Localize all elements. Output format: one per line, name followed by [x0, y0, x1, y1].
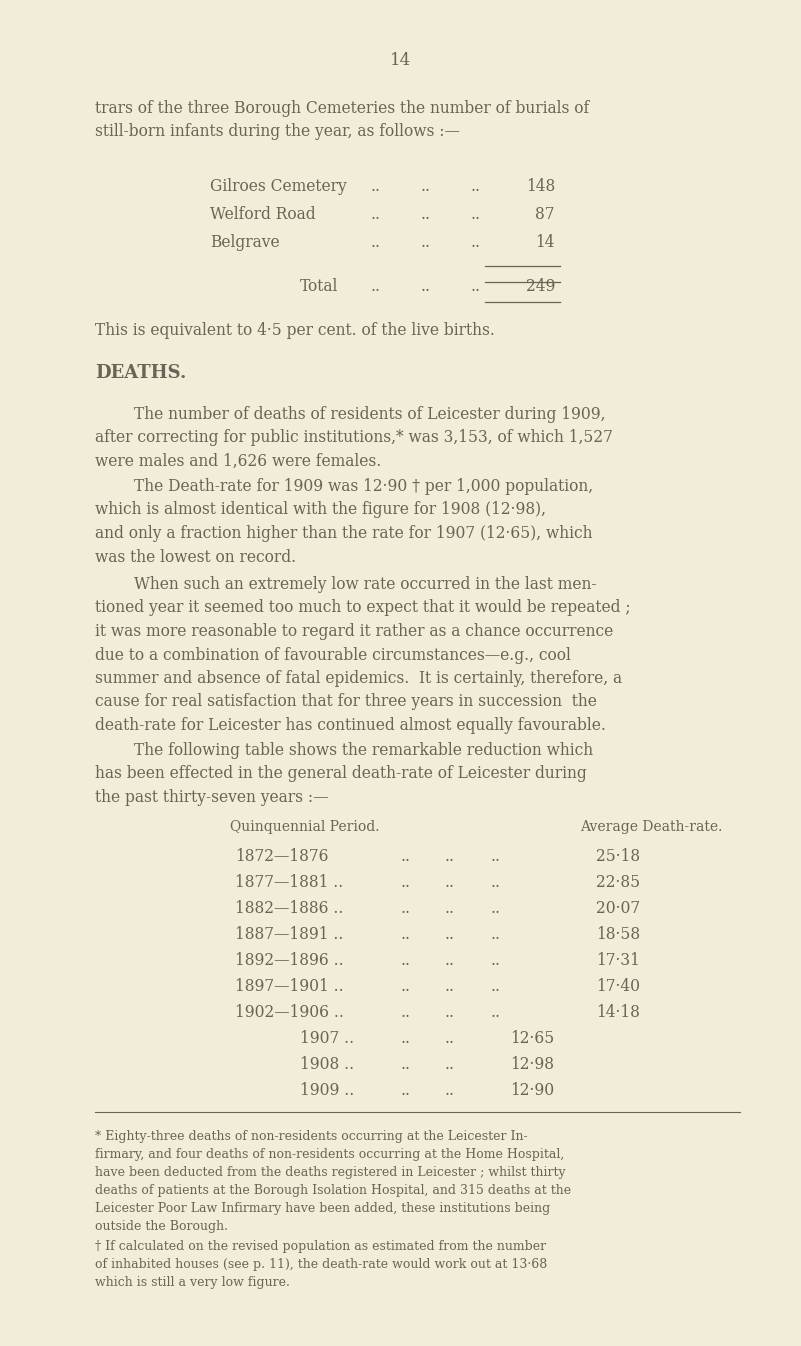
Text: 1908 ..: 1908 ..	[300, 1057, 354, 1073]
Text: ..: ..	[445, 874, 455, 891]
Text: ..: ..	[490, 874, 500, 891]
Text: 14: 14	[390, 52, 411, 69]
Text: ..: ..	[445, 1004, 455, 1022]
Text: 25·18: 25·18	[596, 848, 640, 865]
Text: Total: Total	[300, 279, 338, 295]
Text: ..: ..	[400, 1030, 410, 1047]
Text: 22·85: 22·85	[596, 874, 640, 891]
Text: ..: ..	[470, 206, 480, 223]
Text: When such an extremely low rate occurred in the last men-
tioned year it seemed : When such an extremely low rate occurred…	[95, 576, 630, 734]
Text: ..: ..	[370, 234, 380, 250]
Text: ..: ..	[400, 1057, 410, 1073]
Text: 12·98: 12·98	[510, 1057, 554, 1073]
Text: ..: ..	[370, 178, 380, 195]
Text: 1909 ..: 1909 ..	[300, 1082, 354, 1098]
Text: ..: ..	[445, 1082, 455, 1098]
Text: 12·65: 12·65	[510, 1030, 554, 1047]
Text: Gilroes Cemetery: Gilroes Cemetery	[210, 178, 347, 195]
Text: ..: ..	[445, 848, 455, 865]
Text: ..: ..	[400, 848, 410, 865]
Text: ..: ..	[400, 1082, 410, 1098]
Text: Quinquennial Period.: Quinquennial Period.	[230, 820, 380, 835]
Text: ..: ..	[400, 926, 410, 944]
Text: Belgrave: Belgrave	[210, 234, 280, 250]
Text: ..: ..	[490, 926, 500, 944]
Text: DEATHS.: DEATHS.	[95, 363, 187, 382]
Text: ..: ..	[420, 206, 430, 223]
Text: ..: ..	[445, 1030, 455, 1047]
Text: ..: ..	[490, 979, 500, 995]
Text: ..: ..	[470, 234, 480, 250]
Text: ..: ..	[470, 279, 480, 295]
Text: The ​Death-rate for 1909 was 12·90 † per 1,000 population,
which is almost ident: The ​Death-rate for 1909 was 12·90 † per…	[95, 478, 593, 565]
Text: ..: ..	[420, 279, 430, 295]
Text: ..: ..	[445, 1057, 455, 1073]
Text: ..: ..	[420, 234, 430, 250]
Text: ..: ..	[420, 178, 430, 195]
Text: ..: ..	[400, 952, 410, 969]
Text: ..: ..	[400, 874, 410, 891]
Text: ..: ..	[490, 1004, 500, 1022]
Text: 1892—1896 ..: 1892—1896 ..	[235, 952, 344, 969]
Text: 1882—1886 ..: 1882—1886 ..	[235, 900, 344, 917]
Text: ..: ..	[370, 279, 380, 295]
Text: ..: ..	[470, 178, 480, 195]
Text: Welford Road: Welford Road	[210, 206, 316, 223]
Text: ..: ..	[400, 900, 410, 917]
Text: ..: ..	[400, 979, 410, 995]
Text: 1907 ..: 1907 ..	[300, 1030, 354, 1047]
Text: 87: 87	[536, 206, 555, 223]
Text: 1872—1876: 1872—1876	[235, 848, 328, 865]
Text: 1877—1881 ..: 1877—1881 ..	[235, 874, 344, 891]
Text: Average Death-rate.: Average Death-rate.	[580, 820, 723, 835]
Text: ..: ..	[445, 926, 455, 944]
Text: The following table shows the remarkable reduction which
has been effected in th: The following table shows the remarkable…	[95, 742, 593, 806]
Text: trars of the three Borough Cemeteries the number of burials of
still-born infant: trars of the three Borough Cemeteries th…	[95, 100, 590, 140]
Text: ..: ..	[490, 848, 500, 865]
Text: This is equivalent to 4·5 per cent. of the live births.: This is equivalent to 4·5 per cent. of t…	[95, 322, 495, 339]
Text: 14: 14	[536, 234, 555, 250]
Text: 1887—1891 ..: 1887—1891 ..	[235, 926, 344, 944]
Text: 18·58: 18·58	[596, 926, 640, 944]
Text: The number of deaths of residents of Leicester during 1909,
after correcting for: The number of deaths of residents of Lei…	[95, 406, 613, 470]
Text: 17·40: 17·40	[596, 979, 640, 995]
Text: 20·07: 20·07	[596, 900, 640, 917]
Text: ..: ..	[445, 952, 455, 969]
Text: 17·31: 17·31	[596, 952, 640, 969]
Text: 148: 148	[525, 178, 555, 195]
Text: ..: ..	[490, 900, 500, 917]
Text: ..: ..	[400, 1004, 410, 1022]
Text: † If calculated on the revised population as estimated from the number
of inhabi: † If calculated on the revised populatio…	[95, 1240, 547, 1289]
Text: 1897—1901 ..: 1897—1901 ..	[235, 979, 344, 995]
Text: ..: ..	[370, 206, 380, 223]
Text: ..: ..	[445, 979, 455, 995]
Text: 1902—1906 ..: 1902—1906 ..	[235, 1004, 344, 1022]
Text: 12·90: 12·90	[510, 1082, 554, 1098]
Text: 14·18: 14·18	[596, 1004, 640, 1022]
Text: * Eighty-three deaths of non-residents occurring at the Leicester In-
firmary, a: * Eighty-three deaths of non-residents o…	[95, 1131, 571, 1233]
Text: ..: ..	[445, 900, 455, 917]
Text: 249: 249	[525, 279, 555, 295]
Text: ..: ..	[490, 952, 500, 969]
